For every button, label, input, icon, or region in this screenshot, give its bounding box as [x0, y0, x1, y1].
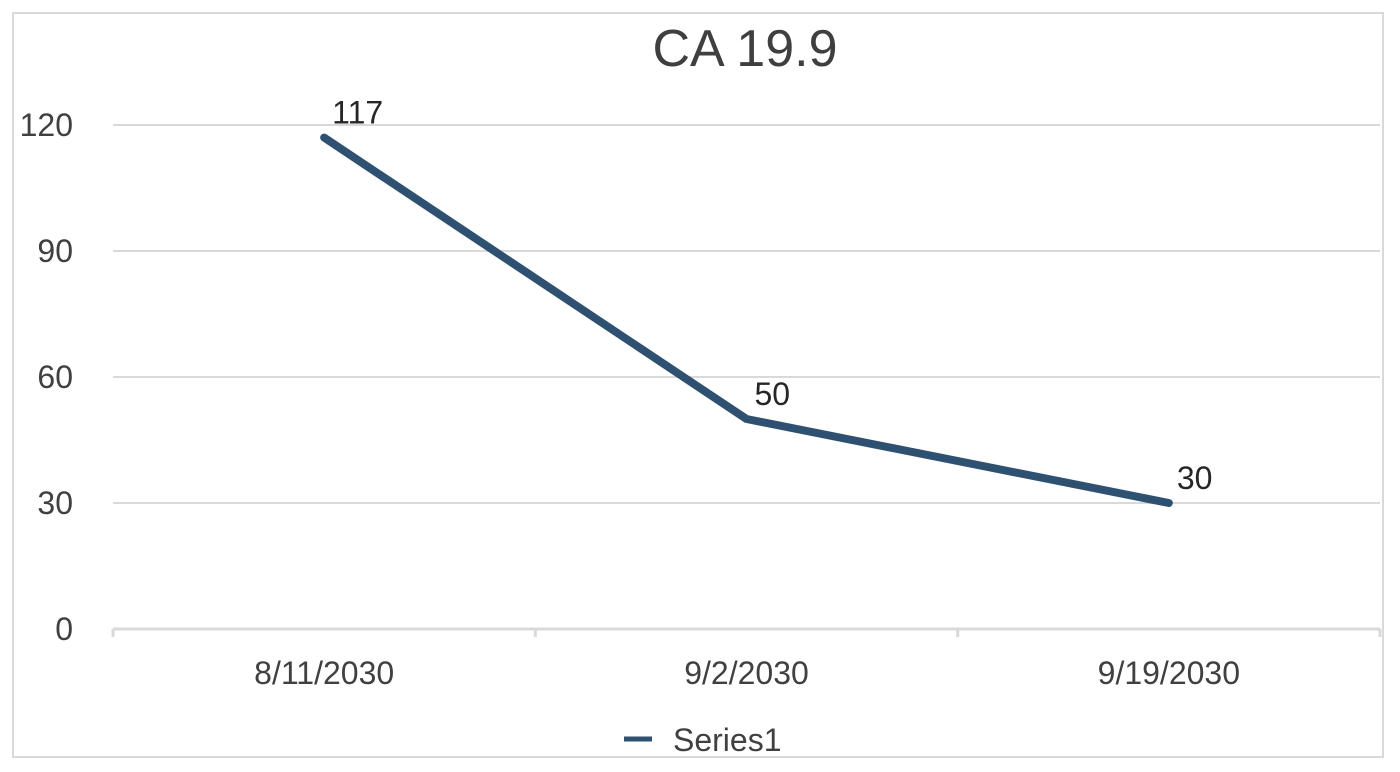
data-point [323, 136, 326, 139]
data-label: 50 [755, 376, 791, 412]
legend-label: Series1 [673, 722, 782, 758]
x-tick-label: 8/11/2030 [254, 655, 394, 691]
data-labels: 117 50 30 [332, 95, 1212, 496]
data-label: 117 [332, 95, 383, 131]
y-tick-label: 90 [37, 233, 73, 269]
y-tick-label: 30 [37, 485, 73, 521]
y-axis-ticks: 0 30 60 90 120 [20, 107, 73, 647]
data-point [1167, 502, 1170, 504]
data-point [745, 418, 748, 420]
y-tick-label: 120 [20, 107, 73, 143]
x-tick-label: 9/19/2030 [1098, 655, 1240, 691]
y-tick-label: 0 [55, 611, 73, 647]
series-layer [320, 133, 1173, 507]
legend: Series1 [624, 722, 782, 758]
x-tick-label: 9/2/2030 [684, 655, 809, 691]
data-label: 30 [1177, 460, 1213, 496]
x-axis [111, 627, 1382, 637]
y-tick-label: 60 [37, 359, 73, 395]
gridlines [113, 124, 1380, 504]
x-axis-ticks: 8/11/2030 9/2/2030 9/19/2030 [254, 655, 1240, 691]
chart-title: CA 19.9 [652, 20, 837, 78]
series-line-series1 [320, 133, 1173, 507]
